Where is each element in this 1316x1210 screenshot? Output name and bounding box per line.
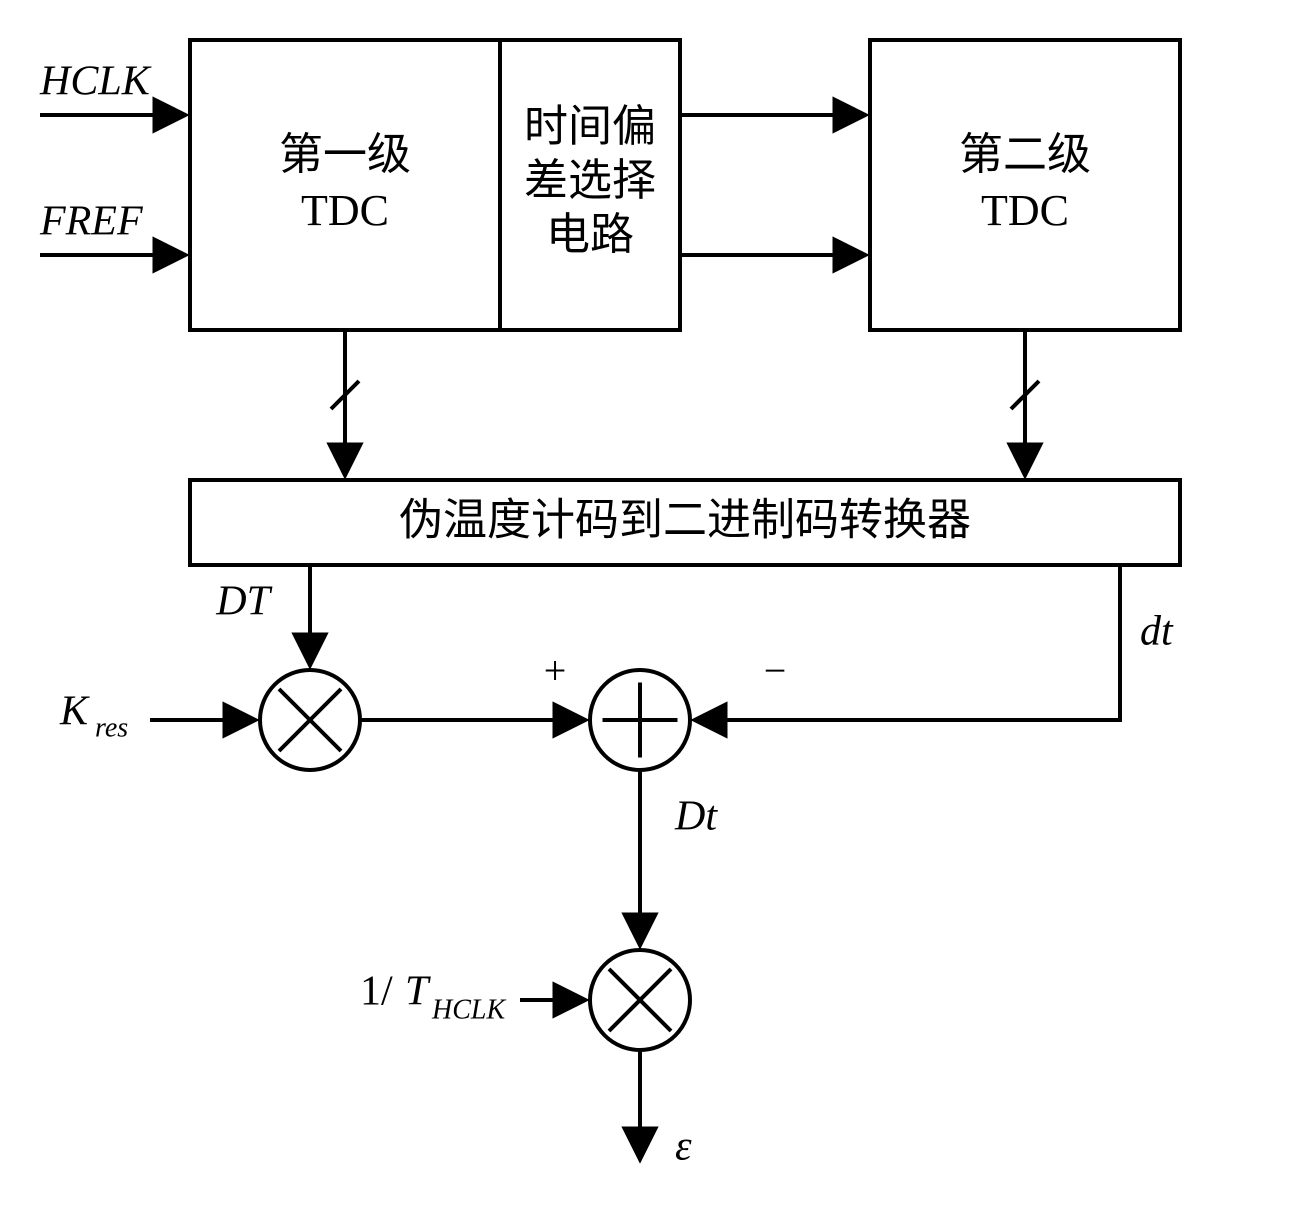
tdc1-label-1: 第一级 [279, 130, 411, 179]
inv-T: T [405, 969, 431, 1015]
fref-label: FREF [39, 199, 143, 245]
tdc1-label-2: TDC [301, 186, 389, 235]
sel-label-2: 差选择 [524, 156, 656, 205]
tdc-stage-2 [870, 40, 1180, 330]
hclk-label: HCLK [39, 59, 152, 105]
inv-prefix: 1/ [360, 969, 393, 1015]
dt-upper-label: DT [215, 579, 272, 625]
wire [694, 565, 1120, 720]
sel-label-1: 时间偏 [524, 102, 656, 151]
plus-sign: + [544, 648, 567, 693]
Dt-label: Dt [674, 794, 718, 840]
dt-lower-label: dt [1140, 609, 1174, 655]
converter-label: 伪温度计码到二进制码转换器 [399, 496, 971, 545]
tdc-stage-1 [190, 40, 500, 330]
minus-sign: − [764, 648, 787, 693]
epsilon-label: ε [675, 1124, 692, 1170]
inv-sub: HCLK [431, 994, 506, 1025]
kres-label-sub: res [95, 712, 128, 743]
tdc2-label-2: TDC [981, 186, 1069, 235]
kres-label-main: K [59, 689, 90, 735]
tdc2-label-1: 第二级 [959, 130, 1091, 179]
sel-label-3: 电路 [546, 210, 634, 259]
